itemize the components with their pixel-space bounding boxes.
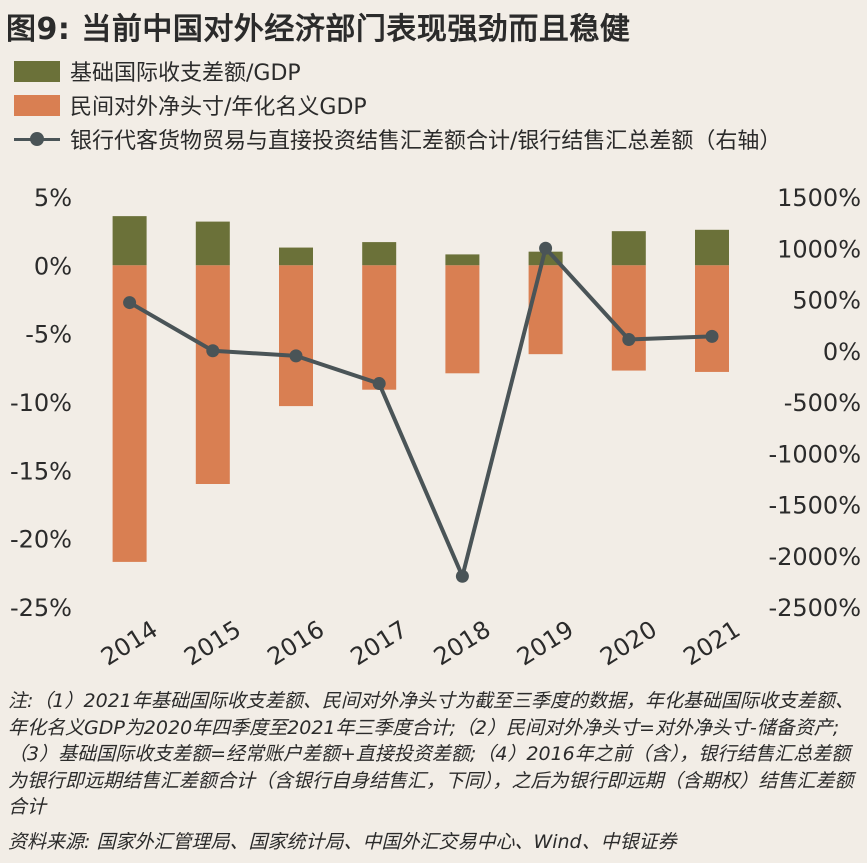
- x-tick-label: 2016: [262, 615, 329, 671]
- y-right-tick-label: -2000%: [768, 543, 861, 571]
- y-right-tick-label: -1000%: [768, 440, 861, 468]
- legend-swatch-basic-bop: [14, 60, 60, 82]
- point-fx-ratio-2018: [455, 569, 469, 583]
- x-tick-label: 2019: [512, 615, 579, 671]
- y-left-tick-label: 5%: [34, 184, 72, 212]
- y-right-tick-label: -500%: [784, 389, 861, 417]
- bar-basic-bop-2017: [362, 242, 397, 266]
- y-left-tick-label: 0%: [34, 252, 72, 280]
- bar-private-niip-2014: [112, 265, 147, 562]
- bar-private-niip-2018: [445, 265, 480, 374]
- y-left-tick-label: -15%: [10, 457, 72, 485]
- y-left-tick-label: -10%: [10, 389, 72, 417]
- y-right-tick-label: 500%: [792, 287, 861, 315]
- chart-source: 资料来源: 国家外汇管理局、国家统计局、中国外汇交易中心、Wind、中银证券: [8, 831, 677, 853]
- point-fx-ratio-2021: [705, 329, 719, 343]
- y-left-tick-label: -5%: [25, 321, 72, 349]
- x-tick-label: 2020: [595, 615, 662, 671]
- y-left-tick-label: -25%: [10, 594, 72, 622]
- bar-private-niip-2015: [195, 265, 230, 484]
- point-fx-ratio-2014: [123, 296, 137, 310]
- bar-private-niip-2017: [362, 265, 397, 390]
- legend-label-private-niip: 民间对外净头寸/年化名义GDP: [70, 95, 367, 120]
- bar-basic-bop-2020: [611, 231, 646, 266]
- x-tick-label: 2018: [429, 615, 496, 671]
- bar-private-niip-2021: [695, 265, 729, 372]
- legend-label-basic-bop: 基础国际收支差额/GDP: [70, 61, 301, 86]
- legend-item-basic-bop: 基础国际收支差额/GDP: [14, 54, 781, 88]
- point-fx-ratio-2015: [206, 344, 220, 358]
- bar-basic-bop-2015: [195, 221, 230, 266]
- point-fx-ratio-2020: [622, 332, 636, 346]
- legend-swatch-private-niip: [14, 94, 60, 116]
- bar-private-niip-2019: [528, 265, 563, 355]
- legend-swatch-fx-ratio: [14, 129, 60, 150]
- bar-basic-bop-2016: [279, 247, 313, 266]
- y-left-tick-label: -20%: [10, 526, 72, 554]
- chart-title: 图9: 当前中国对外经济部门表现强劲而且稳健: [6, 12, 631, 47]
- chart-note: 注:（1）2021年基础国际收支差额、民间对外净头寸为截至三季度的数据，年化基础…: [8, 690, 854, 818]
- x-tick-label: 2015: [179, 615, 246, 671]
- y-right-tick-label: 1000%: [777, 235, 861, 263]
- x-tick-label: 2014: [96, 615, 163, 671]
- legend-label-fx-ratio: 银行代客货物贸易与直接投资结售汇差额合计/银行结售汇总差额（右轴）: [70, 129, 782, 154]
- y-right-tick-label: -2500%: [768, 594, 861, 622]
- chart-legend: 基础国际收支差额/GDP 民间对外净头寸/年化名义GDP 银行代客货物贸易与直接…: [14, 54, 781, 156]
- point-fx-ratio-2017: [372, 377, 386, 391]
- y-right-tick-label: 1500%: [777, 184, 861, 212]
- legend-item-fx-ratio: 银行代客货物贸易与直接投资结售汇差额合计/银行结售汇总差额（右轴）: [14, 122, 781, 156]
- legend-item-private-niip: 民间对外净头寸/年化名义GDP: [14, 88, 781, 122]
- y-right-tick-label: 0%: [823, 338, 861, 366]
- point-fx-ratio-2016: [289, 349, 303, 363]
- point-fx-ratio-2019: [539, 241, 553, 255]
- y-right-tick-label: -1500%: [768, 492, 861, 520]
- bar-basic-bop-2018: [445, 254, 480, 266]
- x-tick-label: 2017: [346, 615, 413, 671]
- line-fx-ratio: [128, 246, 713, 579]
- bar-basic-bop-2021: [695, 229, 729, 266]
- bar-private-niip-2020: [611, 265, 646, 371]
- x-tick-label: 2021: [678, 615, 745, 671]
- bar-basic-bop-2014: [112, 216, 147, 266]
- bar-private-niip-2016: [279, 265, 313, 407]
- chart-plot-area: 5% 0% -5% -10% -15% -20% -25% 1500% 1000% 500% 0% -…: [10, 184, 861, 671]
